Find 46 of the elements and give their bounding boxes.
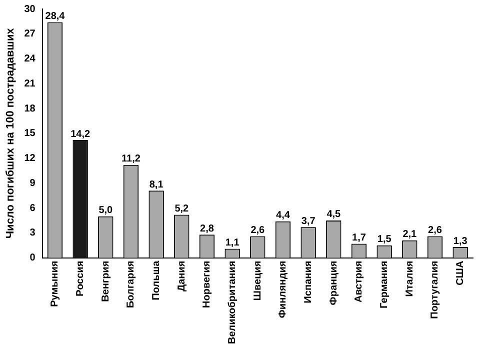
x-tick-label: Испания — [303, 260, 314, 304]
x-tick-label: Дания — [176, 260, 188, 292]
y-tick-label: 24 — [24, 54, 36, 65]
data-label: 4,5 — [326, 209, 342, 220]
data-label: 5,2 — [174, 203, 190, 214]
data-label: 3,7 — [301, 216, 316, 227]
y-tick-label: 12 — [24, 153, 36, 164]
data-label: 5,0 — [98, 205, 114, 216]
data-label: 1,1 — [225, 237, 240, 248]
x-tick-label: Финляндия — [278, 260, 289, 318]
x-tick-label: Португалия — [430, 260, 441, 319]
y-tick-label: 30 — [24, 4, 36, 15]
x-tick-label: Великобритания — [227, 260, 238, 344]
y-tick-label: 15 — [24, 128, 36, 140]
data-label: 2,6 — [250, 225, 266, 236]
data-label: 28,4 — [45, 11, 66, 22]
y-tick-label: 3 — [30, 228, 36, 239]
x-tick-label: Германия — [379, 260, 390, 308]
x-tick-label: Польша — [151, 260, 162, 300]
y-tick-label: 27 — [24, 28, 36, 40]
x-tick-label: Норвегия — [202, 260, 213, 308]
data-label: 4,4 — [276, 210, 290, 222]
y-tick-label: 9 — [30, 178, 36, 189]
data-label: 11,2 — [122, 154, 141, 165]
x-tick-label: Венгрия — [100, 260, 112, 302]
x-tick-label: Италия — [404, 260, 416, 297]
x-tick-label: Румыния — [50, 260, 61, 307]
y-tick-label: 0 — [30, 252, 36, 264]
data-label: 1,7 — [352, 232, 366, 244]
x-tick-label: Россия — [75, 260, 86, 296]
x-tick-label: Франция — [328, 260, 340, 306]
y-axis-title: Число погибших на 100 пострадавших — [4, 27, 17, 239]
x-tick-label: Швеция — [252, 260, 264, 301]
y-tick-label: 6 — [30, 202, 36, 214]
x-tick-label: Австрия — [354, 260, 365, 302]
y-tick-label: 18 — [24, 103, 36, 114]
data-label: 1,3 — [453, 236, 468, 247]
data-label: 8,1 — [149, 179, 164, 190]
data-label: 2,1 — [402, 229, 418, 240]
y-tick-label: 21 — [24, 78, 36, 90]
data-label: 1,5 — [377, 234, 392, 246]
data-label: 2,6 — [428, 225, 442, 236]
data-label: 14,2 — [70, 128, 90, 140]
data-label: 2,8 — [200, 223, 214, 234]
x-tick-label: Болгария — [126, 260, 137, 308]
x-tick-label: США — [455, 260, 466, 286]
